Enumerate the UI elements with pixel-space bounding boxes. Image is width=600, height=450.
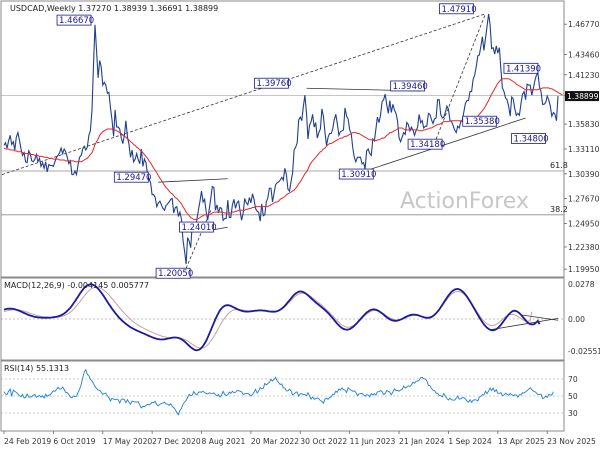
price-tick-7: 1.27670 [568,195,600,204]
price-tick-1: 1.43460 [568,50,600,59]
macd-title: MACD(12,26,9) -0.004145 0.005777 [4,281,149,290]
pivot-box-6 [390,80,426,92]
pivot-box-4 [254,77,289,89]
price-tick-8: 1.24950 [568,219,600,228]
price-tick-4: 1.35830 [568,120,600,129]
macd-line [3,283,541,352]
macd-tick-2: -0.025511 [568,347,600,356]
pivot-label-11: 1.34800 [514,135,549,145]
x-tick-9: 1 Sep 2024 [448,437,491,446]
rsi-tick-2: 30 [568,409,578,418]
pivot-label-1: 1.20050 [158,269,193,279]
pivot-label-8: 1.47910 [441,5,476,15]
pivot-label-3: 1.24010 [182,223,217,233]
pivot-label-5: 1.30910 [341,170,376,180]
rsi-tick-0: 70 [568,375,578,384]
pivot-box-2 [113,171,149,183]
price-panel [0,0,565,278]
pivot-box-3 [179,221,214,233]
pivot-label-2: 1.29470 [116,173,151,183]
pivot-box-8 [439,3,474,15]
trend-top-2021 [158,178,228,183]
price-tick-6: 1.30390 [568,170,600,179]
x-tick-2: 17 May 2020 [103,437,153,446]
last-price-box [565,91,599,102]
x-tick-0: 24 Feb 2019 [4,437,51,446]
macd-tick-1: 0.00 [568,315,585,324]
pivot-label-9: 1.35380 [465,117,500,127]
trend-low-2021 [185,210,212,269]
price-tick-10: 1.19950 [568,265,600,274]
trend-rising-support [371,117,526,170]
macd-tick-0: 0.0278 [568,280,595,289]
pivot-label-10: 1.41390 [506,64,541,74]
macd-trend-upper [490,317,559,331]
pivot-label-7: 1.34180 [410,140,445,150]
pivot-box-10 [503,62,539,74]
x-tick-10: 13 Apr 2025 [498,437,545,446]
x-tick-11: 23 Nov 2025 [547,437,596,446]
watermark: ActionForex [400,189,529,214]
pivot-label-6: 1.39460 [393,82,428,92]
pivot-label-0: 1.46670 [59,16,94,26]
pivot-box-9 [462,115,498,127]
price-tick-0: 1.46770 [568,20,600,29]
pivot-box-1 [155,267,191,279]
x-tick-1: 6 Oct 2019 [53,437,95,446]
price-tick-2: 1.41230 [568,71,600,80]
rsi-title: RSI(14) 55.1313 [4,364,69,373]
price-series-line [3,13,559,265]
rsi-tick-1: 50 [568,392,578,401]
x-tick-4: 8 Aug 2021 [202,437,246,446]
level-label-1: 38.2 [550,205,568,214]
price-title: USDCAD,Weekly 1.37270 1.38939 1.36691 1.… [10,4,218,13]
macd-trend-lower [520,314,559,321]
x-tick-8: 21 Jan 2024 [399,437,445,446]
pivot-label-4: 1.39760 [256,79,291,89]
price-tick-9: 1.22380 [568,243,600,252]
trend-to-peak [435,13,486,140]
price-tick-5: 1.33110 [568,145,600,154]
pivot-box-0 [56,14,92,26]
pivot-box-5 [338,168,374,180]
level-label-0: 61.8 [550,161,568,170]
pivot-box-7 [407,138,443,150]
rsi-line [3,368,554,416]
x-tick-6: 30 Oct 2022 [300,437,347,446]
last-price-label: 1.38899 [567,92,599,101]
pivot-box-11 [511,133,546,144]
x-tick-7: 11 Jun 2023 [350,437,396,446]
x-tick-5: 20 Mar 2022 [251,437,299,446]
x-tick-3: 27 Dec 2020 [152,437,201,446]
